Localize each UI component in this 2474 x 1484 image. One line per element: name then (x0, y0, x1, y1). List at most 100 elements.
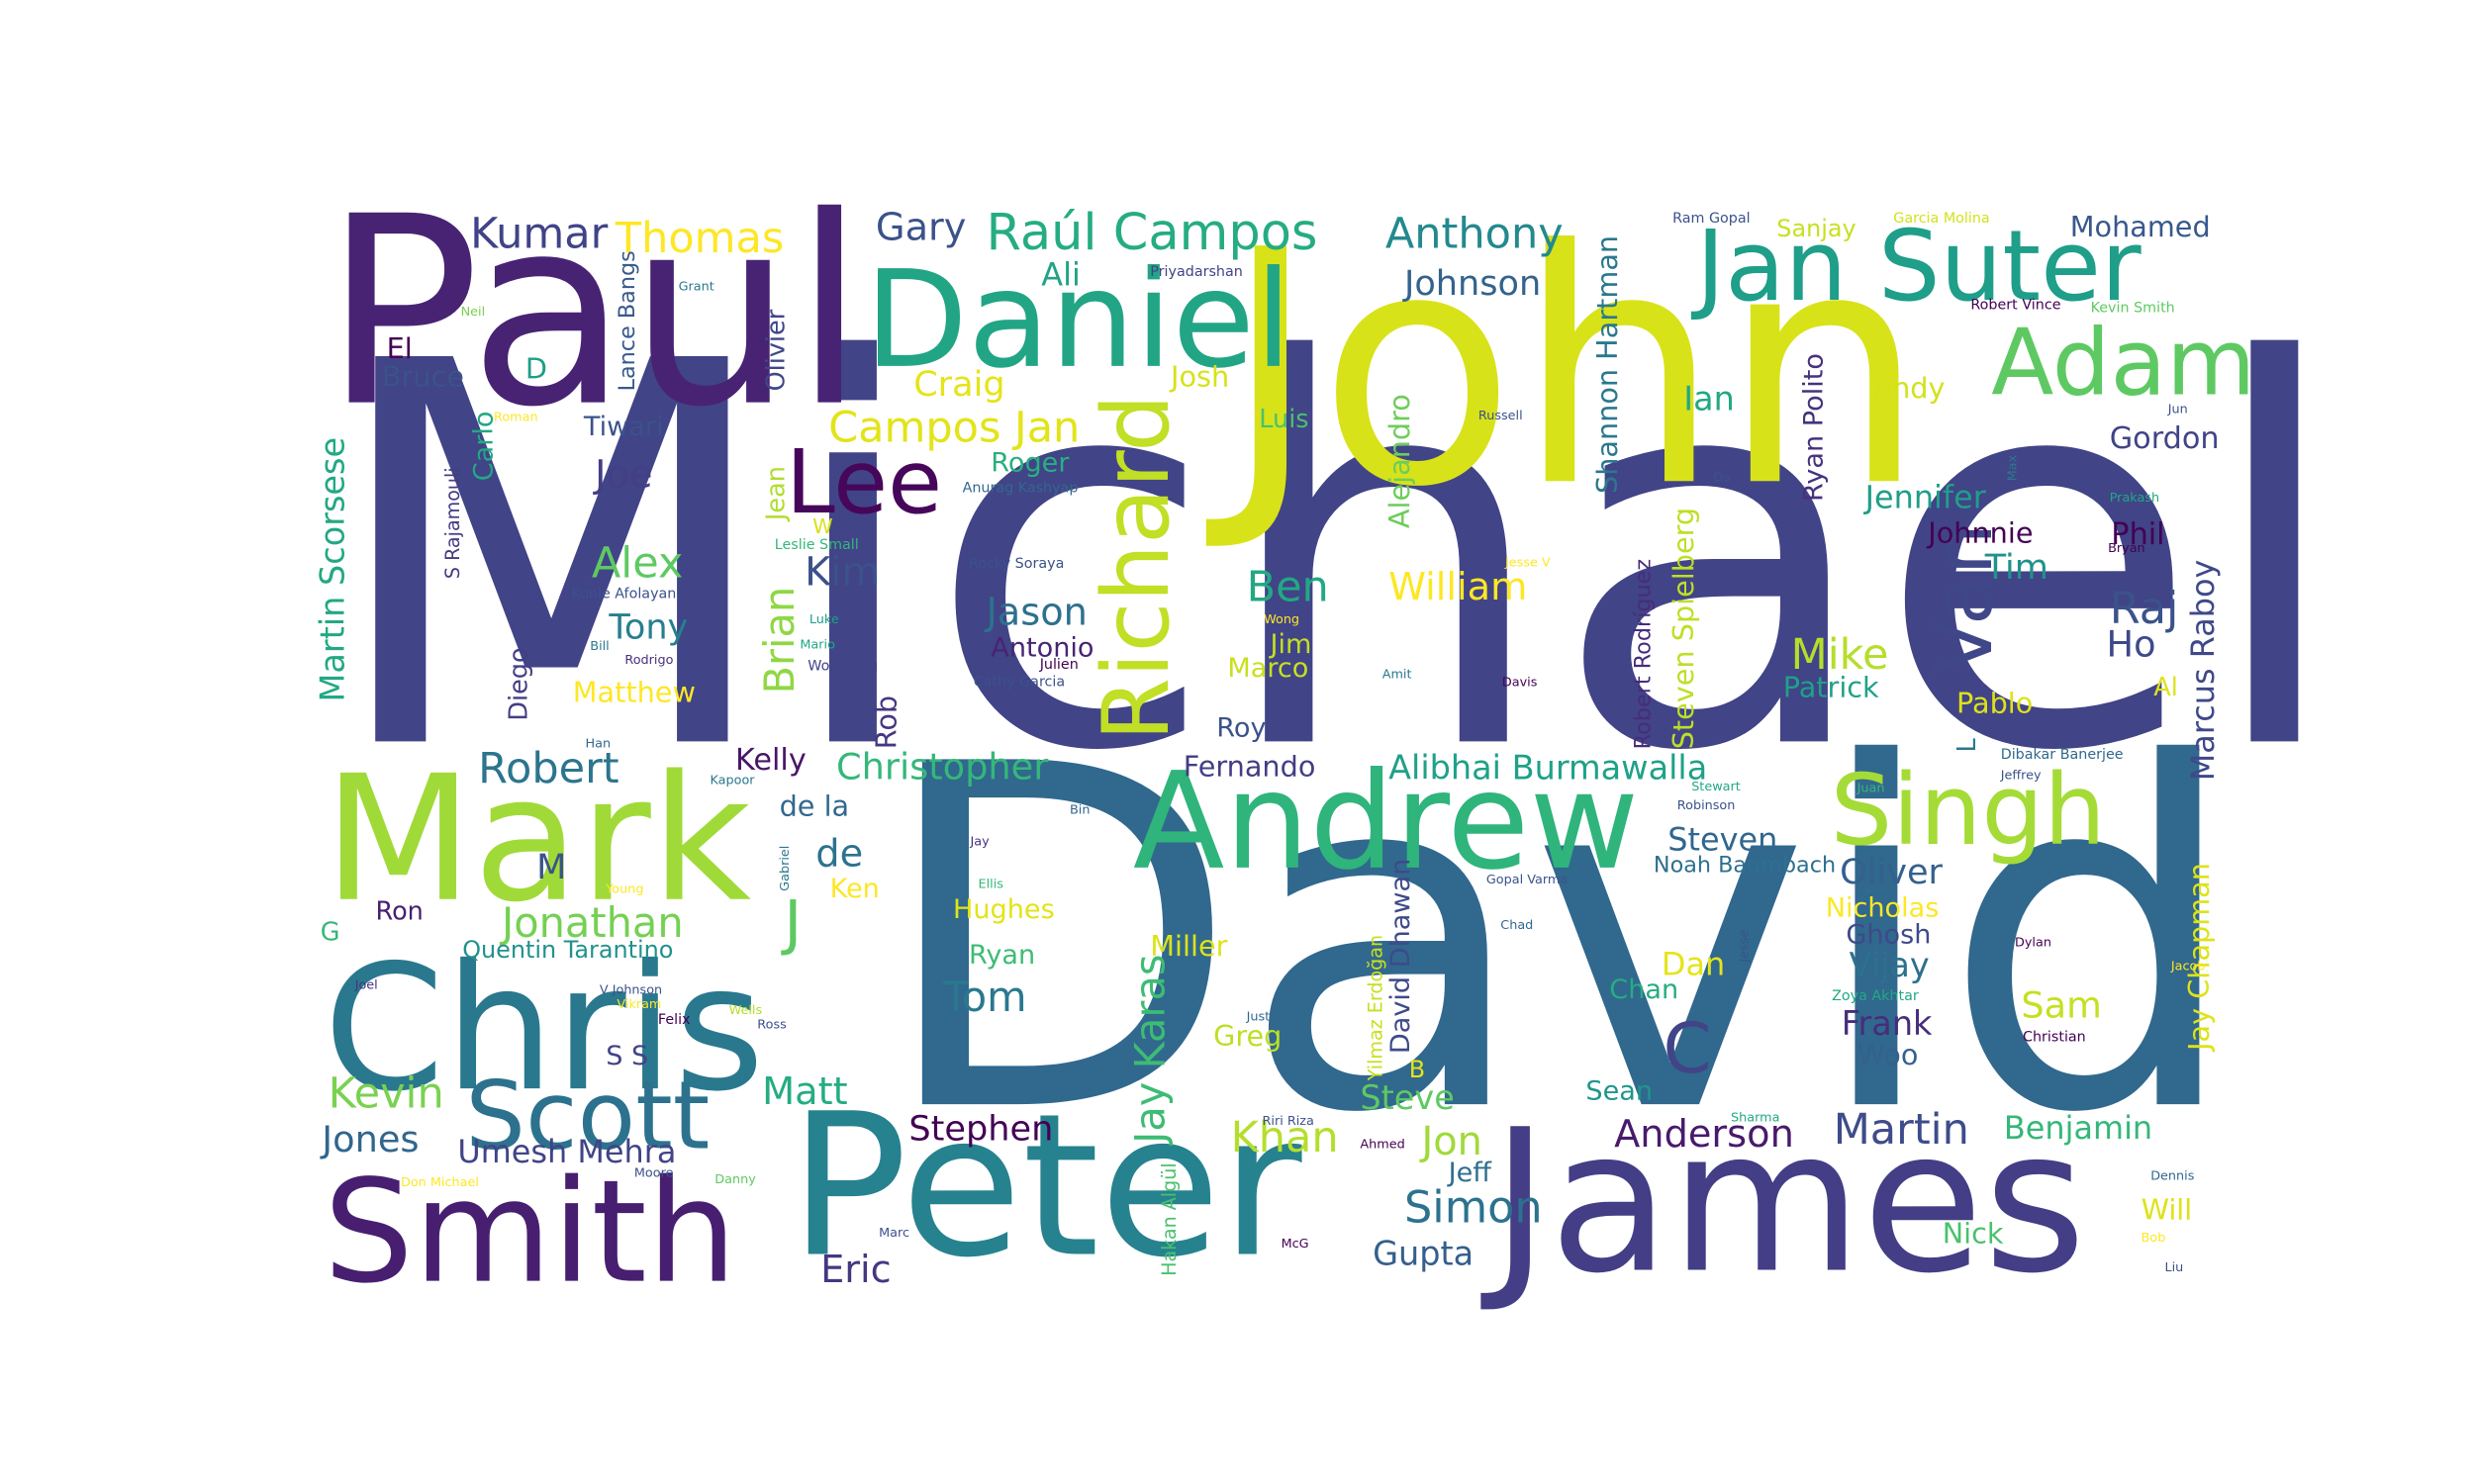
word-hakan-algu-l: Hakan Algül (1158, 1162, 1181, 1276)
word-bill: Bill (590, 639, 609, 654)
word-mark: Mark (324, 739, 752, 941)
word-prakash: Prakash (2110, 491, 2159, 506)
word-roger: Roger (991, 448, 1070, 479)
word-ram-gopal: Ram Gopal (1672, 211, 1751, 227)
word-daniel: Daniel (865, 241, 1292, 398)
word-phil: Phil (2111, 517, 2164, 552)
word-danny: Danny (714, 1172, 756, 1187)
word-w: W (812, 514, 832, 538)
word-jan-suter: Jan Suter (1690, 210, 2141, 324)
word-jun: Jun (2167, 403, 2188, 417)
word-tiwari: Tiwari (583, 412, 664, 442)
word-zoya-akhtar: Zoya Akhtar (1832, 988, 1919, 1004)
word-lance-bangs: Lance Bangs (615, 250, 640, 391)
word-marcus-raboy: Marcus Raboy (2184, 560, 2222, 782)
word-ho: Ho (2107, 622, 2156, 665)
word-paul: Paul (324, 162, 866, 465)
word-jeff: Jeff (1447, 1158, 1493, 1188)
word-alibhai-burmawalla: Alibhai Burmawalla (1388, 749, 1707, 788)
word-priyadarshan: Priyadarshan (1150, 264, 1243, 280)
word-rob: Rob (870, 696, 904, 749)
word-ellis: Ellis (979, 878, 1004, 892)
word-gary: Gary (876, 205, 967, 249)
word-wells: Wells (729, 1003, 763, 1018)
word-ian: Ian (1683, 380, 1735, 418)
word-ahmed: Ahmed (1360, 1138, 1404, 1153)
word-juan: Juan (1856, 781, 1885, 795)
word-scott: Scott (465, 1061, 710, 1171)
word-steven: Steven (1667, 820, 1777, 858)
word-marco: Marco (1227, 653, 1308, 684)
word-jesse-v: Jesse V (1504, 555, 1551, 570)
word-diego: Diego (505, 647, 534, 720)
word-jonathan: Jonathan (499, 898, 684, 947)
word-bryan: Bryan (2108, 541, 2145, 556)
word-robinson: Robinson (1677, 798, 1736, 813)
word-han: Han (586, 737, 612, 752)
word-tony: Tony (608, 607, 688, 648)
word-dibakar-banerjee: Dibakar Banerjee (2001, 747, 2124, 763)
word-jay: Jay (970, 835, 991, 850)
word-hughes: Hughes (953, 894, 1055, 925)
word-ben: Ben (1247, 563, 1329, 612)
word-ken: Ken (830, 874, 880, 904)
word-thomas: Thomas (615, 214, 784, 263)
word-leslie-small: Leslie Small (775, 537, 859, 553)
word-olivier: Olivier (761, 309, 791, 391)
word-julien: Julien (1039, 657, 1079, 673)
word-kumar: Kumar (470, 209, 609, 258)
word-russell: Russell (1478, 409, 1523, 423)
word-martin-scorsese: Martin Scorsese (314, 437, 352, 702)
word-craig: Craig (913, 364, 1004, 405)
word-nick: Nick (1943, 1216, 2004, 1250)
word-robert: Robert (478, 744, 619, 793)
word-jim: Jim (1269, 629, 1312, 660)
word-da: Da (1714, 470, 1732, 485)
word-yilmaz-erdog-an: Yilmaz Erdoğan (1365, 935, 1387, 1081)
word-vijay: Vijay (1850, 946, 1930, 984)
word-max: Max (2006, 454, 2021, 481)
word-c: C (1664, 1008, 1712, 1089)
word-john: John (1202, 182, 1926, 558)
word-rodrigo: Rodrigo (624, 653, 673, 668)
word-robert-vince: Robert Vince (1970, 298, 2060, 314)
word-wong-jing: Wong Jing (808, 659, 878, 675)
word-fernando: Fernando (1184, 749, 1316, 783)
word-neil: Neil (461, 305, 486, 320)
word-mcg: McG (1282, 1237, 1309, 1252)
word-grant: Grant (679, 279, 714, 294)
word-sanjay: Sanjay (1776, 215, 1856, 242)
word-jay-chapman: Jay Chapman (2182, 863, 2216, 1053)
word-dennis: Dennis (2150, 1169, 2195, 1184)
word-alejandro: Alejandro (1382, 394, 1416, 528)
word-alex: Alex (592, 539, 684, 589)
word-smith: Smith (324, 1150, 737, 1315)
word-patrick: Patrick (1783, 671, 1879, 704)
word-s-s: S S (606, 1041, 648, 1071)
word-singh: Singh (1831, 754, 2106, 868)
word-gordon: Gordon (2110, 421, 2220, 456)
word-young: Young (605, 881, 643, 896)
word-matt: Matt (762, 1069, 848, 1114)
word-mario: Mario (800, 637, 835, 652)
word-davis: Davis (1502, 676, 1538, 691)
word-ryan: Ryan (969, 940, 1035, 971)
word-anurag-kashyap: Anurag Kashyap (963, 480, 1079, 496)
word-frank: Frank (1842, 1004, 1933, 1043)
word-david-dhawan: David Dhawan (1385, 859, 1416, 1054)
word-chan: Chan (1609, 974, 1678, 1005)
word-roman: Roman (494, 411, 538, 425)
word-matthew: Matthew (573, 676, 696, 709)
word-richard: Richard (1083, 394, 1189, 741)
word-johnnie: Johnnie (1926, 516, 2033, 550)
word-shannon-hartman: Shannon Hartman (1590, 235, 1624, 494)
word-g: G (321, 917, 340, 947)
word-al: Al (2153, 673, 2178, 702)
word-rocky-soraya: Rocky Soraya (969, 556, 1064, 572)
word-andrew: Andrew (1133, 743, 1640, 899)
word-adam: Adam (1991, 310, 2255, 417)
word-jean: Jean (761, 466, 791, 522)
word-amit: Amit (1382, 668, 1412, 683)
word-michael: Michael (324, 250, 2348, 866)
